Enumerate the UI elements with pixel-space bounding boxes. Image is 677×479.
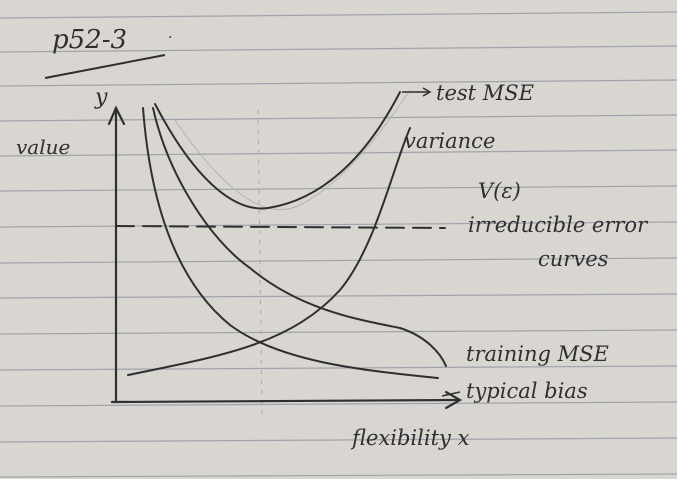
bias-curve	[152, 107, 447, 367]
rule-line	[0, 257, 677, 264]
page-title: p52-3	[52, 25, 127, 55]
rule-line	[0, 45, 677, 53]
faint-pencil-marks	[257, 109, 263, 421]
ruled-lines	[0, 11, 677, 478]
v-epsilon-label: V(ε)	[478, 179, 521, 203]
rule-line	[0, 79, 677, 87]
test-mse-curve	[154, 91, 401, 210]
rule-line	[0, 11, 677, 19]
y-axis-label: y	[94, 85, 108, 110]
test-mse-label: test MSE	[436, 81, 534, 105]
rule-line	[0, 473, 677, 478]
axes	[107, 105, 463, 410]
typical-bias-label: typical bias	[466, 379, 588, 403]
y-axis-arrowhead	[107, 105, 126, 126]
x-axis-label: flexibility x	[350, 426, 470, 450]
rule-line	[0, 185, 677, 192]
rule-line	[0, 437, 677, 443]
value-label: value	[16, 135, 70, 159]
rule-line	[0, 149, 677, 157]
variance-label: variance	[404, 129, 495, 153]
bias-pointer	[441, 391, 461, 397]
rule-line	[0, 293, 677, 299]
rule-line	[0, 329, 677, 335]
rule-line	[0, 221, 677, 228]
irreducible-error-label: irreducible error	[468, 213, 649, 237]
training-mse-curve	[142, 107, 439, 379]
faint-test-mse-sketch	[174, 89, 411, 211]
irreducible-error-line	[115, 225, 446, 229]
variance-curve	[127, 127, 411, 376]
x-axis	[110, 398, 460, 404]
training-mse-label: training MSE	[466, 342, 609, 366]
title-dot: .	[168, 26, 172, 42]
rule-line	[0, 114, 677, 122]
title-underline	[44, 54, 166, 79]
test-mse-pointer-head	[422, 87, 432, 97]
faint-vertical-guide	[257, 109, 263, 421]
rule-line	[0, 365, 677, 371]
curves-label: curves	[538, 247, 609, 271]
rule-line	[0, 401, 677, 407]
